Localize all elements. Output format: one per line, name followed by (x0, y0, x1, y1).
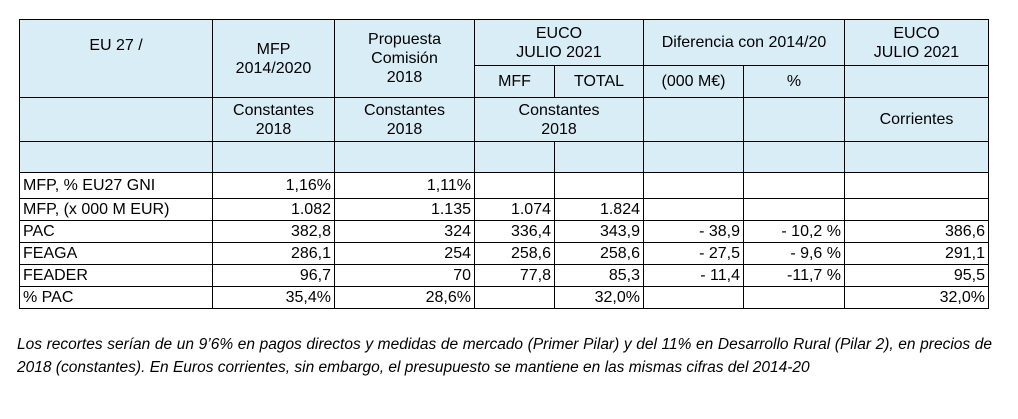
header-euco: EUCO JULIO 2021 (474, 19, 644, 66)
spacer-cell (474, 141, 555, 173)
cell-prop: 1,11% (334, 172, 475, 199)
header-empty-dif2 (743, 97, 845, 142)
header-euco-corrientes: EUCO JULIO 2021 (844, 19, 989, 66)
cell-dif-pct: -11,7 % (743, 264, 845, 287)
header-pct: % (743, 65, 845, 98)
cell-corr: 386,6 (844, 220, 989, 243)
row-label: FEADER (19, 264, 213, 287)
cell-mff: 336,4 (474, 220, 555, 243)
table-row: MFP, (x 000 M EUR) 1.082 1.135 1.074 1.8… (19, 198, 989, 221)
cell-corr: 95,5 (844, 264, 989, 287)
cell-mfp: 96,7 (212, 264, 335, 287)
spacer-cell (19, 141, 213, 173)
cell-prop: 70 (334, 264, 475, 287)
cell-total (554, 172, 644, 199)
cell-dif-abs: - 27,5 (643, 242, 744, 265)
budget-table-container: EU 27 / MFP 2014/2020 Propuesta Comisión… (19, 19, 989, 309)
cell-corr: 32,0% (844, 286, 989, 309)
header-diferencia: Diferencia con 2014/20 (643, 19, 845, 66)
table-row: % PAC 35,4% 28,6% 32,0% 32,0% (19, 286, 989, 309)
cell-dif-pct (743, 286, 845, 309)
spacer-cell (334, 141, 475, 173)
cell-mfp: 1.082 (212, 198, 335, 221)
spacer-cell (643, 141, 744, 173)
cell-dif-abs: - 11,4 (643, 264, 744, 287)
header-mff: MFF (474, 65, 555, 98)
cell-mff (474, 172, 555, 199)
cell-total: 258,6 (554, 242, 644, 265)
header-empty-dif1 (643, 97, 744, 142)
cell-mfp: 382,8 (212, 220, 335, 243)
caption-text: Los recortes serían de un 9’6% en pagos … (17, 336, 992, 376)
spacer-cell (554, 141, 644, 173)
cell-dif-abs (643, 172, 744, 199)
table-row: FEAGA 286,1 254 258,6 258,6 - 27,5 - 9,6… (19, 242, 989, 265)
cell-mfp: 1,16% (212, 172, 335, 199)
cell-total: 85,3 (554, 264, 644, 287)
budget-table: EU 27 / MFP 2014/2020 Propuesta Comisión… (19, 19, 989, 309)
header-constantes-euco: Constantes 2018 (474, 97, 644, 142)
cell-corr (844, 172, 989, 199)
header-corrientes: Corrientes (844, 97, 989, 142)
header-eu27: EU 27 / (19, 19, 213, 98)
cell-prop: 1.135 (334, 198, 475, 221)
spacer-cell (212, 141, 335, 173)
cell-dif-abs (643, 198, 744, 221)
cell-dif-pct (743, 172, 845, 199)
row-label: % PAC (19, 286, 213, 309)
cell-dif-abs (643, 286, 744, 309)
spacer-cell (844, 141, 989, 173)
cell-prop: 254 (334, 242, 475, 265)
row-label: MFP, % EU27 GNI (19, 172, 213, 199)
header-mfp: MFP 2014/2020 (212, 19, 335, 98)
cell-prop: 28,6% (334, 286, 475, 309)
spacer-cell (743, 141, 845, 173)
cell-dif-pct (743, 198, 845, 221)
cell-prop: 324 (334, 220, 475, 243)
cell-mff: 258,6 (474, 242, 555, 265)
cell-mff: 77,8 (474, 264, 555, 287)
header-constantes-mfp: Constantes 2018 (212, 97, 335, 142)
row-label: MFP, (x 000 M EUR) (19, 198, 213, 221)
header-total: TOTAL (554, 65, 644, 98)
cell-corr: 291,1 (844, 242, 989, 265)
cell-mff: 1.074 (474, 198, 555, 221)
table-row: MFP, % EU27 GNI 1,16% 1,11% (19, 172, 989, 199)
cell-total: 32,0% (554, 286, 644, 309)
cell-mfp: 286,1 (212, 242, 335, 265)
cell-dif-pct: - 9,6 % (743, 242, 845, 265)
cell-total: 343,9 (554, 220, 644, 243)
cell-dif-pct: - 10,2 % (743, 220, 845, 243)
cell-mff (474, 286, 555, 309)
cell-dif-abs: - 38,9 (643, 220, 744, 243)
header-propuesta: Propuesta Comisión 2018 (334, 19, 475, 98)
row-label: FEAGA (19, 242, 213, 265)
header-mill: (000 M€) (643, 65, 744, 98)
row-label: PAC (19, 220, 213, 243)
cell-corr (844, 198, 989, 221)
table-row: PAC 382,8 324 336,4 343,9 - 38,9 - 10,2 … (19, 220, 989, 243)
cell-mfp: 35,4% (212, 286, 335, 309)
header-empty-label (19, 97, 213, 142)
cell-total: 1.824 (554, 198, 644, 221)
table-row: FEADER 96,7 70 77,8 85,3 - 11,4 -11,7 % … (19, 264, 989, 287)
header-constantes-prop: Constantes 2018 (334, 97, 475, 142)
header-empty (844, 65, 989, 98)
